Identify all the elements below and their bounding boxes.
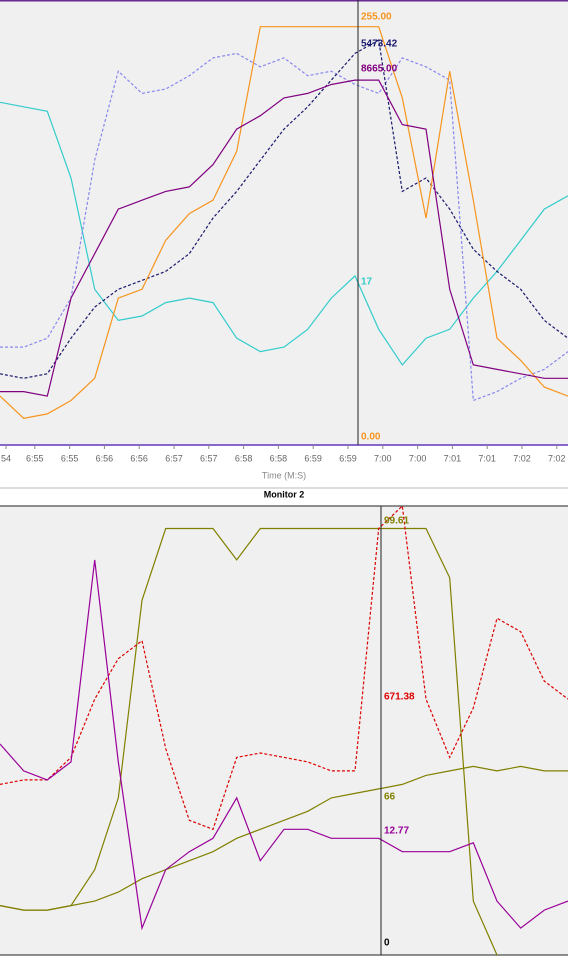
series-group (0, 26, 568, 419)
cursor-label: 99.61 (384, 516, 409, 527)
cursor-label: 12.77 (384, 826, 409, 837)
x-tick-label: 6:59 (339, 453, 357, 463)
cursor-label: 0.00 (361, 432, 381, 443)
x-tick-label: 54 (1, 453, 11, 463)
cursor-label: 0 (384, 938, 390, 949)
series-line (0, 26, 568, 419)
x-tick-label: 6:57 (165, 453, 183, 463)
chart-title: Monitor 2 (264, 489, 305, 499)
cursor-label: 8665.00 (361, 64, 398, 75)
series-line (0, 79, 568, 397)
x-tick-label: 6:58 (270, 453, 288, 463)
series-line (0, 527, 498, 955)
cursor-label: 255.00 (361, 12, 392, 23)
x-tick-label: 6:59 (304, 453, 322, 463)
series-line (0, 559, 568, 931)
cursor-label: 671.38 (384, 692, 415, 703)
series-line (0, 506, 568, 831)
x-tick-label: 7:02 (548, 453, 566, 463)
series-group (0, 506, 568, 955)
x-tick-label: 7:00 (374, 453, 392, 463)
cursor-label: 66 (384, 792, 396, 803)
x-tick-label: 7:01 (478, 453, 496, 463)
x-axis-title: Time (M:S) (262, 470, 306, 480)
cursor-label: 5473.42 (361, 39, 398, 50)
x-tick-label: 6:55 (26, 453, 44, 463)
series-line (0, 765, 568, 911)
cursor-label: 17 (361, 277, 373, 288)
x-tick-label: 7:00 (409, 453, 427, 463)
series-line (0, 39, 568, 379)
x-tick-label: 6:55 (61, 453, 79, 463)
plot-area (0, 506, 568, 955)
x-tick-label: 6:58 (235, 453, 253, 463)
series-line (0, 101, 568, 366)
x-tick-label: 6:56 (96, 453, 114, 463)
x-tick-label: 7:01 (444, 453, 462, 463)
x-tick-label: 6:57 (200, 453, 218, 463)
x-tick-label: 6:56 (130, 453, 148, 463)
x-tick-label: 7:02 (513, 453, 531, 463)
plot-area (0, 0, 568, 445)
series-line (0, 52, 568, 402)
